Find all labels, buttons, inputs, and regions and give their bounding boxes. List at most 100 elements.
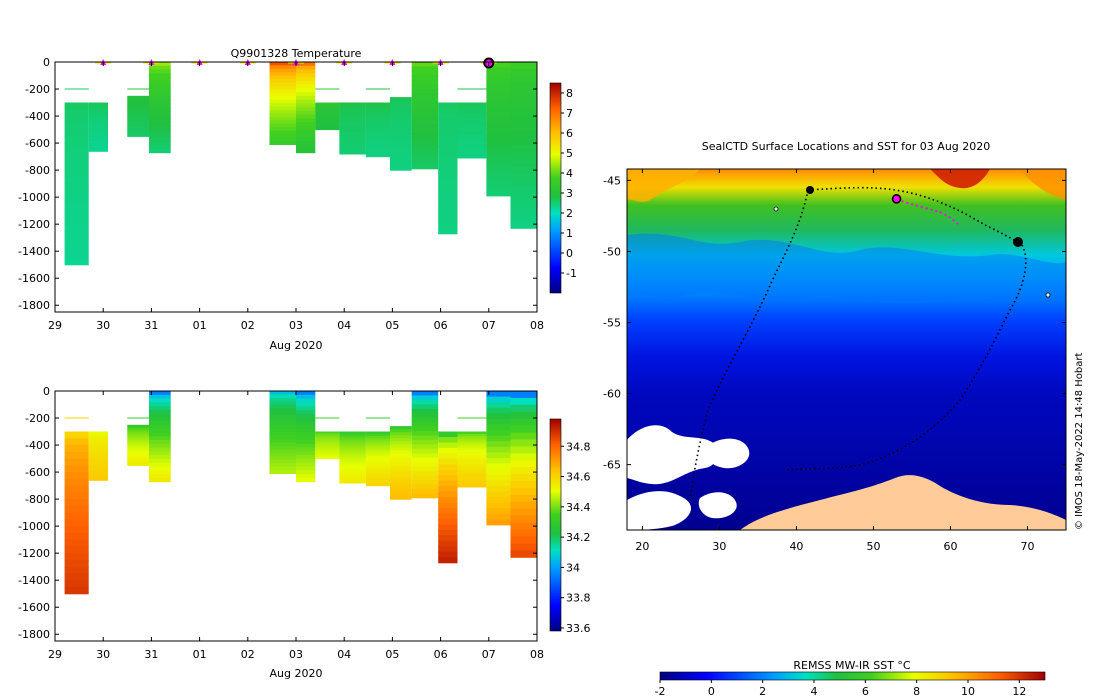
profile-cell (457, 130, 487, 134)
profile-cell (411, 146, 439, 152)
profile-cell (486, 474, 511, 481)
salinity-colorbar-ticks: 34.8 34.6 34.4 34.2 34 33.8 33.6 (561, 440, 591, 635)
profile-cell (411, 93, 439, 99)
profile-cell (269, 141, 296, 145)
profile-cell (149, 129, 171, 135)
profile-cell (365, 449, 390, 453)
profile-cell (438, 129, 458, 136)
recent-track (891, 197, 961, 227)
profile-cell (149, 118, 171, 123)
profile-cell (438, 497, 458, 504)
profile-cell (269, 130, 296, 135)
map-frame (626, 168, 1067, 531)
profile-cell (486, 469, 511, 476)
lon-tick-label: 60 (943, 540, 957, 553)
profile-cell (390, 145, 412, 150)
lat-tick-label: -65 (603, 459, 621, 472)
colorbar-tick-label: 34.6 (566, 471, 591, 484)
profile-cell (296, 443, 316, 449)
profile-cell (339, 450, 366, 454)
profile-cell (64, 553, 89, 561)
profile-cell (315, 116, 340, 118)
seal-track (689, 186, 1027, 501)
colorbar-tick-label: 3 (566, 187, 573, 200)
profile-cell (339, 459, 366, 463)
profile-cell (269, 134, 296, 139)
profile-cell (365, 136, 390, 140)
profile-cell (457, 123, 487, 127)
profile-cell (149, 88, 171, 93)
profile-cell (296, 413, 316, 418)
profile-cell (149, 425, 171, 430)
profile-cell (339, 147, 366, 151)
profile-cell (510, 391, 537, 399)
profile-cell (149, 477, 171, 483)
profile-cell (149, 474, 171, 479)
profile-cell (339, 465, 366, 469)
profile-cell (269, 106, 296, 111)
profile-cell (127, 97, 149, 100)
profile-cell (296, 88, 316, 93)
profile-cell (486, 140, 511, 147)
profile-cell (365, 436, 390, 439)
profile-cell (315, 450, 340, 453)
profile-cell (127, 129, 149, 132)
profile-cell (149, 455, 171, 460)
profile-cell (411, 480, 439, 485)
profile-cell (296, 474, 316, 479)
profile-cell (457, 445, 487, 449)
profile-cell (365, 149, 390, 153)
colorbar-tick-label: 6 (566, 127, 573, 140)
profile-cell (411, 84, 439, 90)
profile-cell (315, 436, 340, 438)
profile-cell (127, 461, 149, 465)
sst-colorbar-label: REMSS MW-IR SST °C (793, 659, 911, 672)
profile-cell (296, 398, 316, 403)
profile-cell (438, 179, 458, 186)
profile-cell (88, 126, 108, 130)
profile-cell (127, 426, 149, 429)
profile-cell (457, 153, 487, 157)
profile-cell (339, 134, 366, 138)
profile-cell (64, 546, 89, 554)
profile-cell (411, 448, 439, 454)
profile-cell (365, 456, 390, 460)
profile-cell (296, 447, 316, 452)
profile-cell (64, 230, 89, 239)
profile-cell (510, 481, 537, 489)
profile-cell (438, 140, 458, 147)
profile-cell (438, 151, 458, 158)
profile-cell (365, 116, 390, 119)
profile-cell (315, 117, 340, 119)
profile-cell (365, 107, 390, 110)
colorbar-tick-label: 8 (566, 87, 573, 100)
profile-cell (486, 496, 511, 504)
profile-cell (296, 69, 316, 74)
profile-cell (88, 132, 108, 136)
profile-cell (149, 462, 171, 468)
profile-cell (64, 170, 89, 178)
profile-cell (127, 105, 149, 109)
profile-cell (438, 524, 458, 531)
colorbar-tick-label: 2 (566, 207, 573, 220)
profile-cell (339, 143, 366, 146)
profile-cell (339, 470, 366, 473)
profile-cell (486, 106, 511, 113)
profile-cell (457, 443, 487, 446)
y-tick-label: -600 (25, 466, 50, 479)
profile-cell (64, 197, 89, 205)
profile-cell (411, 62, 439, 67)
profile-cell (339, 431, 366, 435)
profile-cell (457, 141, 487, 145)
profile-cell (390, 124, 412, 129)
profile-cell (64, 532, 89, 541)
y-tick-label: -1000 (18, 520, 50, 533)
profile-cell (339, 149, 366, 153)
x-tick-label: 01 (193, 319, 207, 332)
profile-cell (438, 464, 458, 471)
x-tick-label: 05 (385, 648, 399, 661)
profile-cell (411, 124, 439, 130)
profile-cell (269, 428, 296, 433)
profile-cell (127, 448, 149, 451)
profile-cell (64, 566, 89, 575)
